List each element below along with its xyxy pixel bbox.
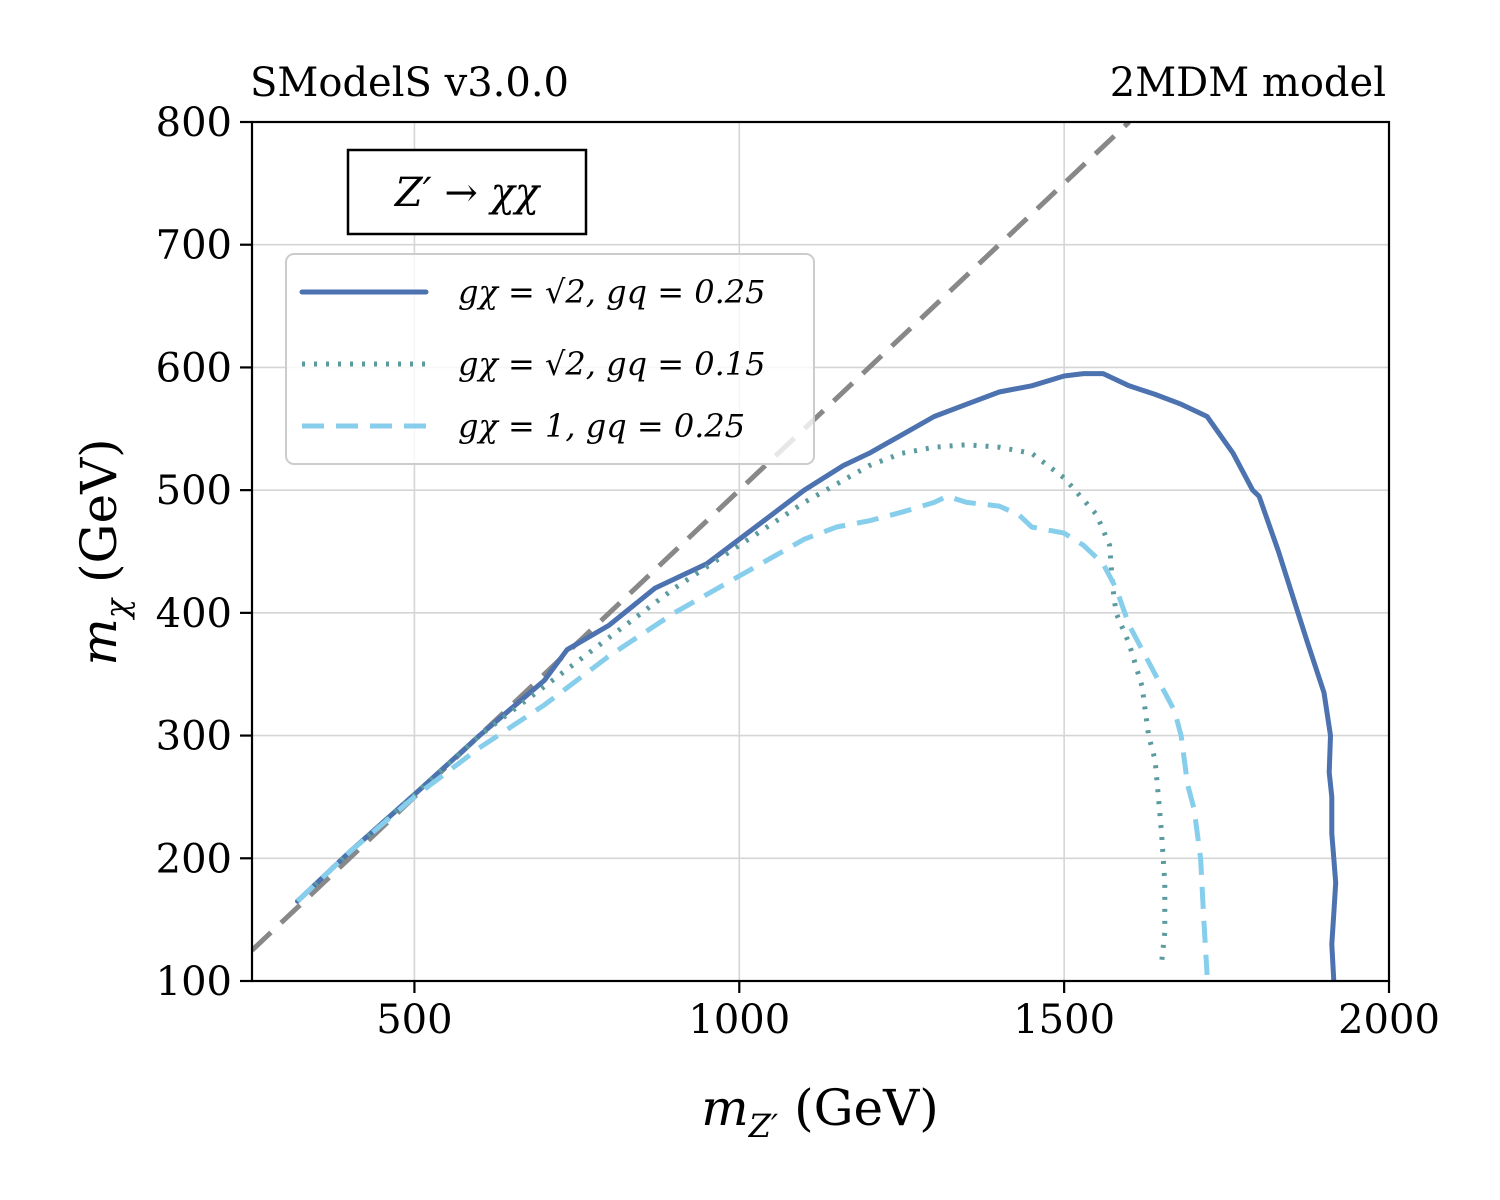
process-label: Z′ → χχ: [393, 170, 542, 216]
y-axis-title-sub: χ: [98, 597, 136, 620]
series-line-3: [295, 493, 1210, 976]
x-tick-label: 1000: [688, 997, 790, 1043]
x-tick-label: 500: [376, 997, 452, 1043]
top-right-label: 2MDM model: [1110, 60, 1386, 106]
y-axis-title: mχ (GeV): [70, 438, 136, 665]
x-axis-title-main: m: [701, 1079, 748, 1137]
series-line-2: [295, 442, 1168, 963]
y-tick-label: 100: [156, 959, 232, 1005]
x-tick-label: 1500: [1013, 997, 1115, 1043]
y-tick-label: 200: [156, 836, 232, 882]
series-line-1: [295, 371, 1339, 981]
legend: gχ = √2, gq = 0.25 gχ = √2, gq = 0.15 gχ =…: [285, 253, 815, 465]
x-axis-title-unit: (GeV): [778, 1079, 939, 1137]
grid-lines: [252, 121, 1390, 982]
legend-label-3: gχ = 1, gq = 0.25: [458, 407, 745, 445]
plot-frame: [250, 120, 1391, 983]
y-axis-title-unit: (GeV): [70, 438, 128, 599]
y-tick-label: 400: [156, 591, 232, 637]
process-box: Z′ → χχ: [346, 148, 588, 236]
diagonal-line: [252, 122, 1131, 953]
legend-frame: [285, 253, 815, 465]
y-tick-label: 300: [156, 714, 232, 760]
process-box-frame: [346, 148, 588, 236]
y-tick-label: 800: [156, 100, 232, 146]
y-tick-label: 500: [156, 468, 232, 514]
x-tick-label: 2000: [1338, 997, 1440, 1043]
top-left-label: SModelS v3.0.0: [250, 60, 569, 106]
x-axis-title-sub: Z′: [748, 1107, 779, 1145]
y-tick-label: 700: [156, 223, 232, 269]
y-tick-label: 600: [156, 345, 232, 391]
legend-label-2: gχ = √2, gq = 0.15: [458, 345, 766, 383]
series-layer: [252, 122, 1339, 981]
legend-label-1: gχ = √2, gq = 0.25: [458, 273, 766, 311]
axis-ticks: 500 1000 1500 2000 100 200 300 400 500 600 700 800: [156, 100, 1440, 1043]
y-axis-title-main: m: [70, 618, 128, 665]
x-axis-title: mZ′ (GeV): [701, 1079, 938, 1145]
